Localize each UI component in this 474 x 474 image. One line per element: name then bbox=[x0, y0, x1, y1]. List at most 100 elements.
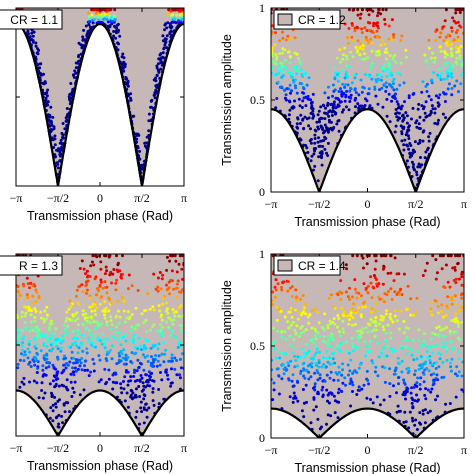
data-point bbox=[88, 25, 92, 29]
data-point bbox=[161, 302, 165, 306]
data-point bbox=[86, 275, 89, 279]
data-point bbox=[281, 30, 284, 34]
data-point bbox=[312, 114, 316, 118]
data-point bbox=[103, 367, 107, 371]
data-point bbox=[436, 394, 439, 398]
data-point bbox=[159, 371, 162, 374]
data-point bbox=[454, 372, 457, 376]
data-point bbox=[148, 384, 152, 388]
data-point bbox=[120, 276, 123, 280]
data-point bbox=[81, 35, 85, 39]
data-point bbox=[384, 8, 388, 12]
data-point bbox=[384, 312, 388, 316]
data-point bbox=[394, 124, 398, 128]
data-point bbox=[109, 301, 113, 305]
data-point bbox=[144, 318, 148, 322]
data-point bbox=[373, 334, 377, 338]
data-point bbox=[64, 116, 68, 120]
data-point bbox=[303, 306, 306, 310]
data-point bbox=[92, 362, 96, 366]
data-point bbox=[49, 319, 53, 323]
data-point bbox=[69, 372, 73, 376]
data-point bbox=[356, 335, 360, 339]
data-point bbox=[329, 126, 333, 130]
data-point bbox=[54, 338, 58, 342]
data-point bbox=[149, 99, 153, 103]
data-point bbox=[179, 344, 183, 348]
data-point bbox=[301, 294, 305, 297]
data-point bbox=[116, 330, 120, 334]
data-point bbox=[73, 341, 77, 344]
data-point bbox=[83, 368, 87, 372]
data-point bbox=[36, 334, 40, 338]
data-point bbox=[439, 328, 442, 332]
data-point bbox=[66, 113, 70, 117]
data-point bbox=[66, 388, 70, 392]
data-point bbox=[179, 9, 183, 13]
data-point bbox=[160, 378, 164, 382]
data-point bbox=[114, 372, 118, 376]
data-point bbox=[22, 284, 26, 288]
data-point bbox=[411, 419, 415, 423]
data-point bbox=[374, 320, 378, 324]
data-point bbox=[423, 408, 427, 412]
data-point bbox=[411, 165, 415, 169]
data-point bbox=[33, 319, 37, 323]
data-point bbox=[125, 316, 129, 320]
data-point bbox=[75, 288, 79, 292]
data-point bbox=[129, 338, 133, 342]
data-point bbox=[147, 374, 151, 378]
data-point bbox=[178, 373, 181, 377]
data-point bbox=[311, 337, 315, 341]
data-point bbox=[100, 295, 104, 299]
data-point bbox=[56, 370, 60, 374]
data-point bbox=[378, 88, 381, 92]
x-axis-label: Transmission phase (Rad) bbox=[27, 209, 173, 223]
data-point bbox=[381, 365, 384, 369]
data-point bbox=[142, 343, 146, 347]
data-point bbox=[148, 307, 152, 311]
data-point bbox=[373, 85, 377, 89]
data-point bbox=[293, 99, 296, 103]
data-point bbox=[411, 398, 415, 402]
data-point bbox=[446, 295, 450, 299]
data-point bbox=[316, 179, 320, 183]
data-point bbox=[430, 387, 434, 391]
data-point bbox=[162, 341, 166, 345]
data-point bbox=[31, 301, 35, 305]
data-point bbox=[74, 358, 78, 362]
data-point bbox=[302, 374, 306, 378]
data-point bbox=[26, 29, 30, 33]
data-point bbox=[347, 351, 351, 355]
data-point bbox=[379, 65, 383, 69]
data-point bbox=[107, 351, 111, 355]
data-point bbox=[291, 106, 295, 110]
data-point bbox=[409, 144, 413, 147]
data-point bbox=[109, 327, 113, 331]
data-point bbox=[451, 347, 455, 351]
data-point bbox=[93, 8, 97, 12]
data-point bbox=[158, 332, 162, 336]
data-point bbox=[273, 295, 277, 299]
data-point bbox=[299, 68, 303, 72]
data-point bbox=[389, 312, 392, 316]
data-point bbox=[69, 380, 73, 384]
data-point bbox=[103, 316, 107, 320]
data-point bbox=[395, 100, 399, 104]
data-point bbox=[117, 321, 121, 325]
data-point bbox=[333, 361, 337, 365]
data-point bbox=[391, 56, 395, 60]
data-point bbox=[45, 91, 49, 95]
data-point bbox=[139, 400, 143, 404]
data-point bbox=[122, 380, 125, 383]
data-point bbox=[103, 342, 107, 346]
scatter-points bbox=[16, 254, 184, 430]
data-point bbox=[378, 297, 382, 301]
data-point bbox=[271, 30, 274, 34]
data-point bbox=[305, 368, 309, 372]
data-point bbox=[327, 401, 331, 405]
y-tick-label: 1 bbox=[259, 247, 265, 261]
data-point bbox=[320, 425, 323, 429]
data-point bbox=[159, 52, 163, 56]
data-point bbox=[428, 409, 432, 413]
